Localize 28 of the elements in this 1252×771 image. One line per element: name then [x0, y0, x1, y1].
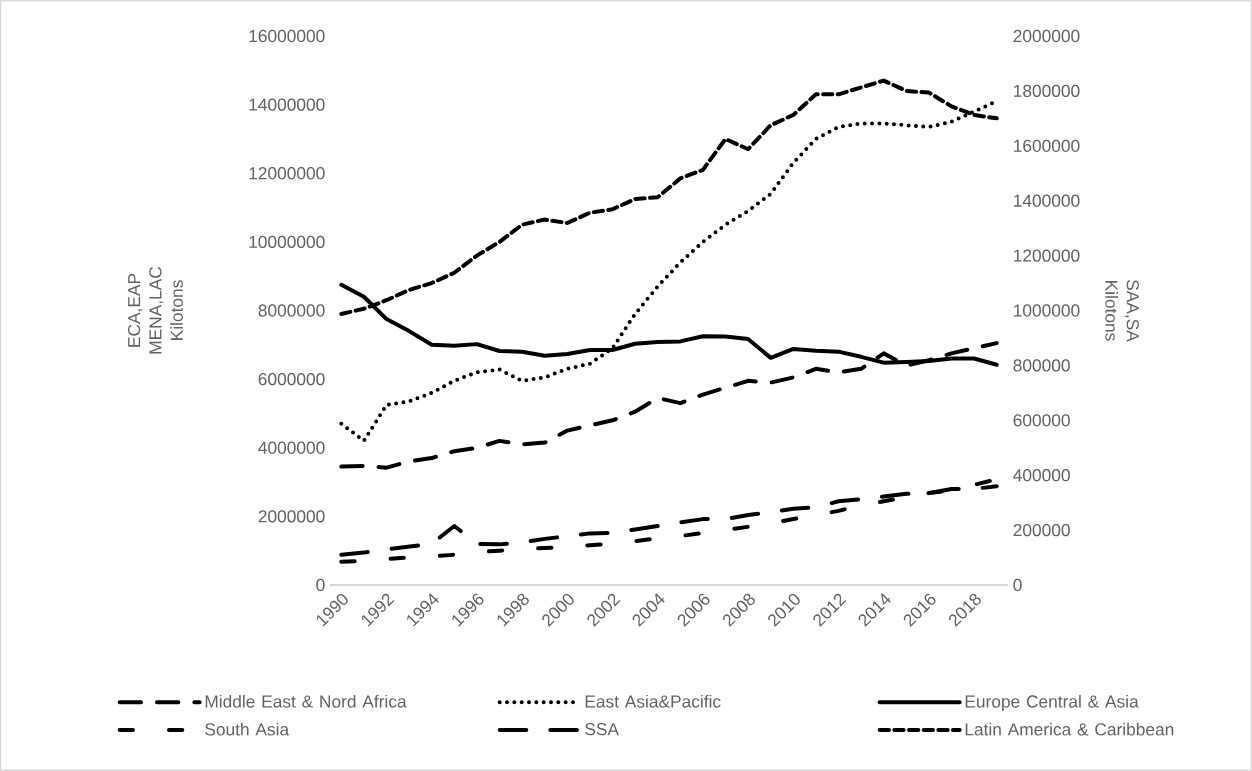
y-tick-label: 14000000 [249, 98, 325, 111]
y2-tick-label: 2000000 [1013, 29, 1080, 43]
y2-tick-label: 1000000 [1014, 304, 1080, 317]
y2-tick-label: 400000 [1013, 469, 1070, 482]
y-tick-label: 2000000 [258, 510, 325, 523]
y-tick-label: 0 [316, 578, 325, 592]
y2-tick-label: 1200000 [1014, 249, 1080, 262]
y2-tick-label: 1800000 [1014, 84, 1080, 98]
y-tick-label: 16000000 [249, 29, 325, 43]
y-tick-label: 10000000 [249, 235, 325, 249]
y-tick-label: 8000000 [258, 304, 325, 317]
y-tick-label: 4000000 [258, 441, 325, 454]
y2-tick-label: 800000 [1013, 359, 1070, 372]
legend-label: Latin America & Caribbean [965, 722, 1174, 736]
legend-label: SSA [585, 723, 619, 736]
y-axis-title: ECA,EAP MENA,LAC Kilotons [127, 266, 183, 354]
legend-label: South Asia [205, 722, 290, 736]
y-tick-label: 12000000 [249, 167, 325, 180]
y2-tick-label: 200000 [1013, 523, 1070, 537]
legend-label: Europe Central & Asia [965, 694, 1139, 712]
legend-label: Middle East & Nord Africa [205, 694, 407, 708]
legend-label: East Asia&Pacific [585, 694, 721, 708]
y2-tick-label: 600000 [1013, 414, 1070, 427]
y2-tick-label: 0 [1013, 578, 1022, 592]
y2-axis-title: SAA,SA Kilotons [1105, 279, 1139, 342]
y2-tick-label: 1400000 [1014, 194, 1080, 207]
y-tick-label: 6000000 [258, 372, 325, 386]
y2-tick-label: 1600000 [1014, 139, 1080, 152]
